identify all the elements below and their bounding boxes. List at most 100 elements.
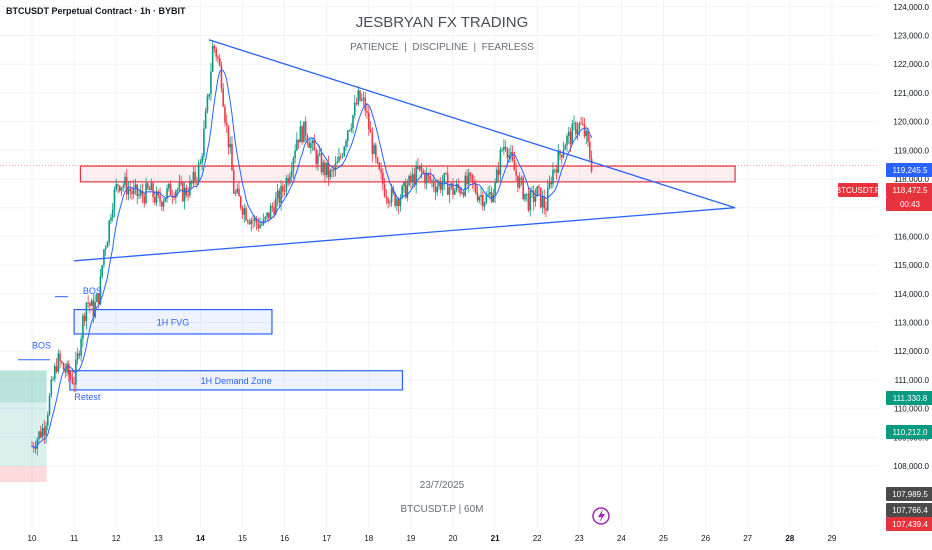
candle-body <box>478 197 481 201</box>
candle-body <box>494 182 496 195</box>
price-label-bg <box>886 183 932 197</box>
candle-body <box>45 425 47 436</box>
candle-body <box>206 96 209 112</box>
candle-body <box>522 177 524 200</box>
candle-body <box>341 155 344 157</box>
candle-body <box>499 150 502 175</box>
candle-body <box>99 276 102 305</box>
candle-body <box>52 378 54 380</box>
price-label: 111,330.8 <box>893 394 928 403</box>
candle-body <box>34 448 37 450</box>
candle-body <box>148 188 151 191</box>
candle-body <box>557 150 560 173</box>
candle-body <box>101 265 103 277</box>
lightning-icon[interactable] <box>592 507 610 525</box>
price-tick-label: 119,000.0 <box>894 146 930 155</box>
price-label-bg <box>886 425 932 439</box>
price-label: 118,472.5 <box>893 186 929 195</box>
candle-body <box>82 315 84 339</box>
candle-body <box>525 193 528 195</box>
candle-body <box>183 187 186 202</box>
candle-body <box>378 162 381 170</box>
candle-body <box>89 302 91 306</box>
candle-body <box>199 162 202 164</box>
candle-body <box>153 197 156 203</box>
candle-body <box>441 183 444 190</box>
candle-body <box>268 212 270 219</box>
time-tick-label: 20 <box>449 534 458 543</box>
time-tick-label: 26 <box>701 534 710 543</box>
zone-box <box>69 370 404 391</box>
candle-body <box>146 183 149 189</box>
candle-body <box>501 149 503 151</box>
candle-body <box>103 249 105 266</box>
candle-body <box>460 192 463 194</box>
candle-body <box>471 174 474 182</box>
candle-body <box>189 181 191 196</box>
annotation-bos: BOS <box>32 340 51 350</box>
time-tick-label: 14 <box>196 534 205 543</box>
candle-body <box>39 431 42 438</box>
candle-body <box>589 142 591 159</box>
candle-body <box>278 190 281 204</box>
candle-body <box>285 178 288 192</box>
candle-body <box>187 194 189 196</box>
candle-body <box>106 242 109 248</box>
candle-body <box>364 97 367 112</box>
candle-body <box>385 196 388 199</box>
candle-body <box>168 183 170 189</box>
candle-body <box>304 121 307 136</box>
candle-body <box>353 102 356 116</box>
watermark-date: 23/7/2025 <box>420 480 465 491</box>
candle-body <box>432 180 435 188</box>
candle-body <box>239 196 242 208</box>
candle-body <box>443 173 446 184</box>
price-label-bg <box>886 503 932 517</box>
candle-body <box>548 181 551 188</box>
time-tick-label: 19 <box>406 534 415 543</box>
candle-body <box>387 198 389 203</box>
candle-body <box>69 374 72 378</box>
moving-average-line <box>31 68 593 449</box>
symbol-tag: BTCUSDT.P <box>836 186 880 195</box>
price-tick-label: 110,000.0 <box>894 405 930 414</box>
candle-body <box>343 146 346 156</box>
candle-body <box>297 139 300 143</box>
candle-body <box>438 181 440 187</box>
price-axis[interactable]: 108,000.0109,000.0110,000.0111,000.0112,… <box>878 0 932 550</box>
candle-body <box>255 218 258 224</box>
candle-body <box>73 383 75 385</box>
candle-body <box>194 172 196 181</box>
candle-body <box>452 183 454 195</box>
candle-body <box>204 111 207 129</box>
candle-body <box>539 187 542 208</box>
candle-body <box>260 224 263 226</box>
candle-body <box>518 177 521 188</box>
candle-body <box>315 150 317 165</box>
candle-body <box>201 156 203 163</box>
candle-body <box>424 172 426 184</box>
candle-body <box>538 186 540 188</box>
candle-body <box>203 128 205 157</box>
candle-body <box>513 160 516 171</box>
candle-body <box>299 126 302 143</box>
candle-body <box>527 193 530 211</box>
candle-body <box>448 187 451 195</box>
candle-body <box>131 191 133 194</box>
candle-body <box>269 206 272 219</box>
candle-body <box>180 182 182 184</box>
candle-body <box>329 170 332 178</box>
price-tick-label: 111,000.0 <box>895 376 930 385</box>
candle-body <box>399 197 402 206</box>
candle-body <box>462 192 465 196</box>
candle-body <box>159 195 161 202</box>
candle-body <box>236 188 239 193</box>
candle-body <box>308 142 310 148</box>
candle-body <box>439 181 442 190</box>
candle-body <box>339 156 342 158</box>
time-axis[interactable]: 10 11 12 13 14 15 16 17 18 19 20 21 22 23 24 25 26 27 28 29 <box>0 528 932 550</box>
price-tick-label: 124,000.0 <box>893 3 929 12</box>
candle-body <box>36 439 39 449</box>
candle-body <box>303 121 305 143</box>
